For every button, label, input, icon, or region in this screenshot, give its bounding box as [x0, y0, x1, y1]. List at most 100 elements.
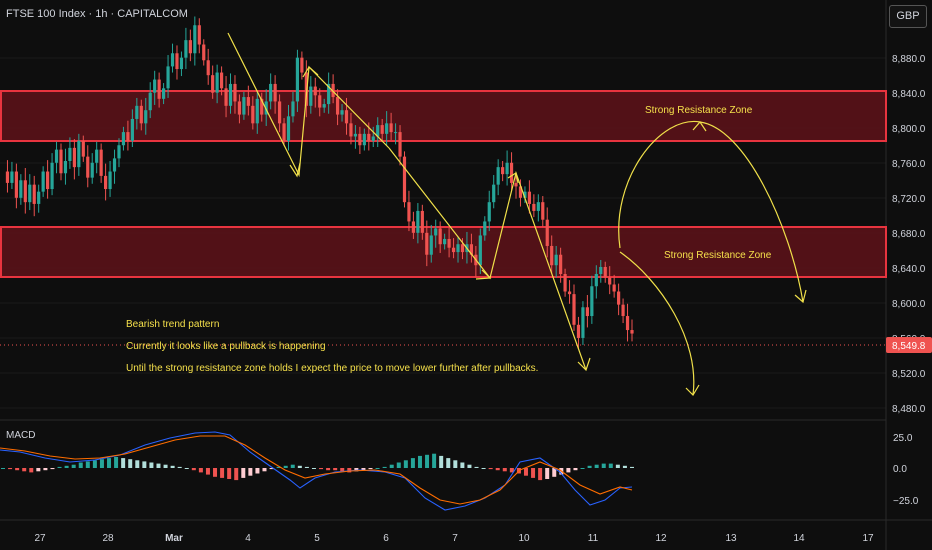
currency-button[interactable]: GBP — [889, 5, 927, 28]
macd-bar — [43, 468, 48, 471]
macd-bar — [304, 466, 309, 468]
macd-bar — [432, 453, 437, 468]
candle-body — [425, 232, 429, 255]
candle-body — [487, 202, 491, 222]
macd-axis[interactable]: 25.0 0.0 −25.0 — [893, 433, 919, 507]
candle-body — [286, 116, 291, 141]
candle-body — [95, 149, 99, 163]
arrowhead-7 — [685, 384, 700, 396]
arrowhead-4 — [507, 172, 519, 184]
macd-bar — [8, 468, 13, 470]
macd-bar — [601, 463, 606, 468]
candle-body — [367, 133, 371, 141]
time-tick-label: 7 — [452, 533, 458, 544]
macd-bar — [276, 466, 281, 468]
candle-body — [420, 210, 424, 233]
candle-body — [585, 307, 589, 317]
candle-body — [407, 202, 411, 222]
candle-body — [456, 244, 460, 253]
macd-bar — [439, 455, 444, 468]
candle-body — [309, 86, 313, 106]
candle-body — [19, 180, 23, 198]
macd-bar — [269, 468, 274, 470]
candle-body — [300, 57, 304, 73]
time-axis[interactable]: 27 28 Mar 4 5 6 7 10 11 12 13 14 17 — [34, 533, 874, 544]
macd-bar — [227, 468, 232, 479]
candle-body — [438, 228, 442, 245]
candle-body — [572, 294, 576, 325]
candle-body — [567, 291, 572, 295]
macd-bar — [502, 468, 507, 472]
candle-body — [255, 98, 259, 124]
macd-bar — [64, 465, 69, 468]
price-tick-label: 8,800.0 — [892, 124, 926, 135]
candle-body — [23, 180, 27, 203]
candle-body — [251, 105, 255, 124]
arrowhead-2 — [302, 66, 319, 78]
candle-body — [264, 101, 268, 115]
macd-bar — [191, 468, 196, 471]
candle-body — [371, 136, 375, 141]
candle-body — [188, 40, 192, 54]
macd-bar — [552, 468, 557, 477]
candle-body — [576, 324, 581, 338]
candle-body — [385, 123, 389, 134]
candle-body — [318, 95, 322, 108]
macd-bar — [326, 468, 331, 471]
candle-body — [331, 83, 335, 98]
macd-bar — [622, 465, 627, 468]
candle-body — [545, 219, 549, 246]
macd-bar — [311, 468, 316, 469]
candle-body — [54, 149, 59, 163]
macd-bar — [57, 466, 62, 468]
candle-body — [157, 79, 161, 99]
macd-bar — [580, 468, 585, 469]
candle-body — [527, 191, 531, 204]
macd-bar — [375, 468, 380, 469]
candle-body — [353, 133, 358, 137]
candle-body — [469, 244, 474, 255]
macd-bar — [262, 468, 267, 472]
candle-body — [179, 57, 184, 70]
candle-body — [161, 88, 166, 99]
candle-body — [202, 44, 206, 61]
time-tick-label: 27 — [34, 533, 46, 544]
macd-bar — [220, 468, 225, 478]
macd-bar — [142, 461, 147, 468]
candle-body — [443, 238, 447, 245]
macd-bar — [107, 458, 112, 468]
candle-body — [242, 97, 246, 115]
candle-body — [206, 60, 210, 76]
candle-body — [108, 171, 112, 190]
candle-body — [135, 105, 139, 119]
arrowhead-1 — [289, 162, 301, 178]
candle-body — [121, 132, 126, 146]
candle-body — [224, 88, 228, 106]
macd-bar — [417, 455, 422, 468]
candle-body — [492, 184, 496, 203]
candle-body — [559, 254, 563, 274]
candle-body — [434, 228, 438, 236]
candle-body — [398, 132, 402, 157]
macd-bar — [615, 464, 620, 468]
macd-bar — [177, 466, 182, 468]
candle-body — [81, 140, 85, 157]
price-tick-label: 8,840.0 — [892, 89, 926, 100]
macd-bar — [149, 462, 154, 468]
chart-title: FTSE 100 Index · 1h · CAPITALCOM — [6, 8, 188, 20]
candle-body — [90, 162, 94, 178]
macd-bar — [1, 468, 5, 469]
trend-zigzag-2 — [388, 147, 587, 371]
resistance-zone-upper — [0, 90, 887, 142]
macd-bar — [389, 464, 394, 468]
macd-bar — [170, 465, 175, 468]
macd-bar — [22, 468, 27, 472]
candle-body — [581, 307, 585, 338]
macd-bar — [474, 466, 479, 468]
resistance-zones — [0, 90, 887, 278]
macd-bar — [255, 468, 260, 474]
candle-body — [505, 162, 509, 175]
macd-bar — [460, 462, 465, 468]
macd-bar — [587, 465, 592, 468]
